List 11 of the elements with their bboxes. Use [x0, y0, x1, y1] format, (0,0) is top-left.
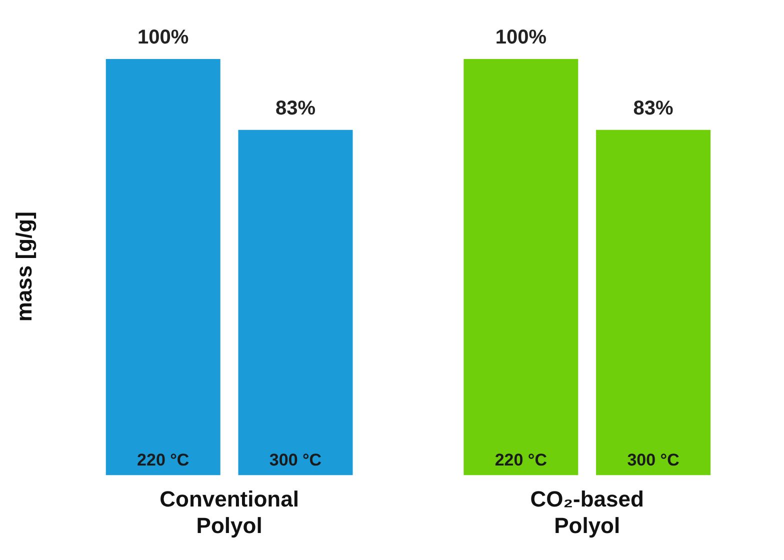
text: 220 °C — [494, 450, 547, 470]
x-tick-label: Conventional Polyol — [160, 486, 299, 538]
data-label: 100% — [138, 26, 189, 49]
text: 300 °C — [627, 450, 680, 470]
series-label: 220 °C — [137, 450, 190, 470]
data-label: 100% — [495, 26, 547, 49]
series-label: 300 °C — [269, 450, 322, 470]
x-tick-label: CO₂-based Polyol — [530, 486, 644, 538]
data-label: 83% — [633, 97, 674, 120]
data-label: 83% — [275, 97, 316, 120]
y-axis-title: mass [g/g] — [11, 212, 36, 322]
